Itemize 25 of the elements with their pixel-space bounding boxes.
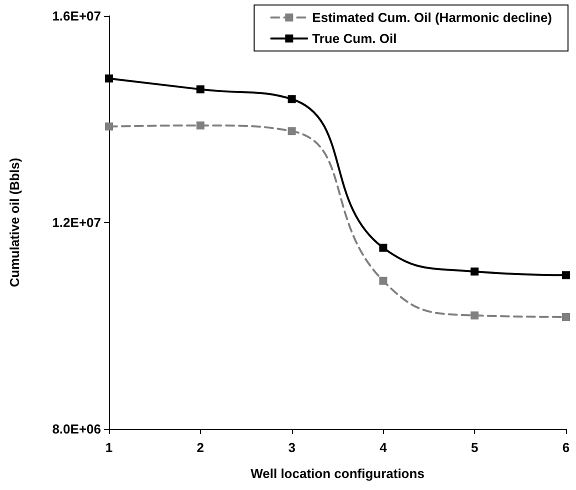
x-tick-label: 3 [288, 440, 296, 455]
point [196, 85, 204, 94]
x-tick-label: 6 [562, 440, 570, 455]
point [288, 127, 296, 136]
point [105, 122, 113, 130]
point [105, 74, 113, 82]
x-axis-title: Well location configurations [250, 466, 424, 481]
x-tick-label: 2 [196, 440, 204, 455]
point [288, 95, 296, 104]
y-tick-label: 1.2E+07 [52, 215, 101, 230]
x-tick-label: 4 [380, 440, 388, 455]
y-axis-title: Cumulative oil (Bbls) [7, 158, 22, 288]
x-tick-label: 1 [105, 440, 113, 455]
y-tick-label: 8.0E+06 [52, 422, 101, 436]
point [379, 244, 388, 252]
legend-label: Estimated Cum. Oil (Harmonic decline) [312, 10, 552, 25]
x-tick-label: 5 [470, 440, 478, 455]
point [470, 311, 479, 320]
point [196, 121, 204, 130]
point [562, 271, 570, 280]
point [379, 276, 388, 285]
point [470, 268, 479, 276]
y-tick-label: 1.6E+07 [52, 8, 101, 24]
legend-label: True Cum. Oil [312, 31, 397, 46]
point [562, 312, 570, 321]
